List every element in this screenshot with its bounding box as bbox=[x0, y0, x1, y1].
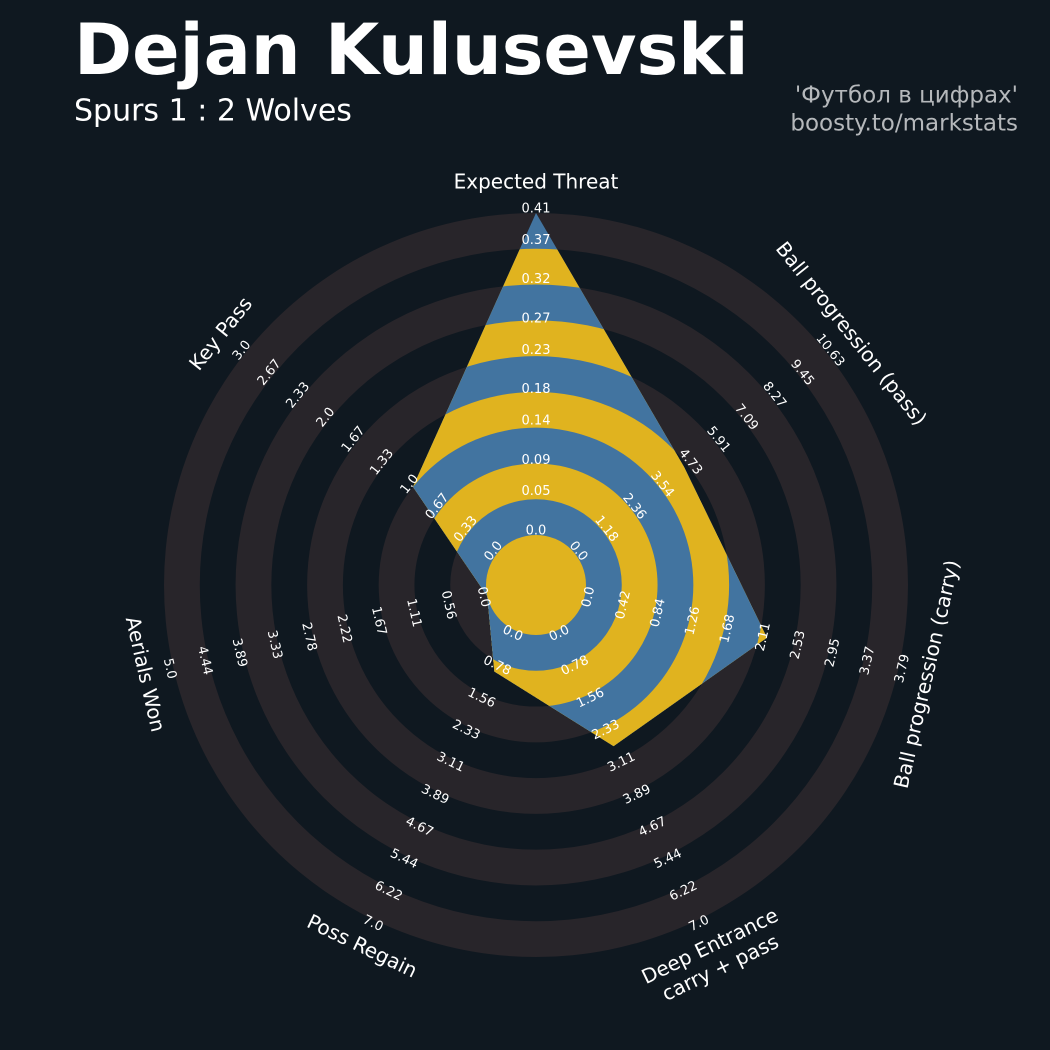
tick-label: 2.22 bbox=[333, 613, 354, 645]
tick-label: 1.67 bbox=[368, 605, 389, 637]
tick-label: 0.32 bbox=[522, 272, 551, 287]
tick-label: 5.0 bbox=[160, 657, 179, 681]
tick-label: 0.05 bbox=[522, 484, 551, 499]
tick-label: 0.0 bbox=[526, 524, 547, 539]
tick-label: 3.79 bbox=[892, 653, 913, 685]
polygon-band bbox=[486, 535, 586, 635]
tick-label: 0.42 bbox=[613, 589, 634, 621]
tick-label: 0.27 bbox=[522, 311, 551, 326]
axis-label: Expected Threat bbox=[454, 170, 619, 194]
tick-label: 2.11 bbox=[753, 621, 774, 653]
tick-label: 4.44 bbox=[194, 645, 215, 677]
chart-subtitle: Spurs 1 : 2 Wolves bbox=[74, 94, 352, 129]
tick-label: 0.18 bbox=[522, 382, 551, 397]
tick-label: 0.84 bbox=[648, 597, 669, 629]
tick-label: 1.11 bbox=[403, 597, 424, 629]
credit: 'Футбол в цифрах' bbox=[795, 83, 1018, 109]
tick-label: 0.23 bbox=[522, 343, 551, 358]
tick-label: 0.41 bbox=[522, 202, 551, 217]
credit: boosty.to/markstats bbox=[790, 111, 1018, 137]
tick-label: 1.68 bbox=[717, 613, 738, 645]
tick-label: 3.89 bbox=[229, 637, 250, 669]
tick-label: 0.0 bbox=[474, 585, 493, 609]
tick-label: 2.95 bbox=[822, 637, 843, 669]
tick-label: 2.78 bbox=[298, 621, 319, 653]
tick-label: 3.37 bbox=[857, 645, 878, 677]
tick-label: 2.53 bbox=[788, 629, 809, 661]
tick-label: 0.09 bbox=[522, 453, 551, 468]
tick-label: 0.56 bbox=[438, 589, 459, 621]
tick-label: 0.14 bbox=[522, 414, 551, 429]
tick-label: 3.33 bbox=[264, 629, 285, 661]
chart-title: Dejan Kulusevski bbox=[74, 9, 749, 91]
tick-label: 0.37 bbox=[522, 233, 551, 248]
tick-label: 0.0 bbox=[579, 585, 598, 609]
tick-label: 1.26 bbox=[682, 605, 703, 637]
